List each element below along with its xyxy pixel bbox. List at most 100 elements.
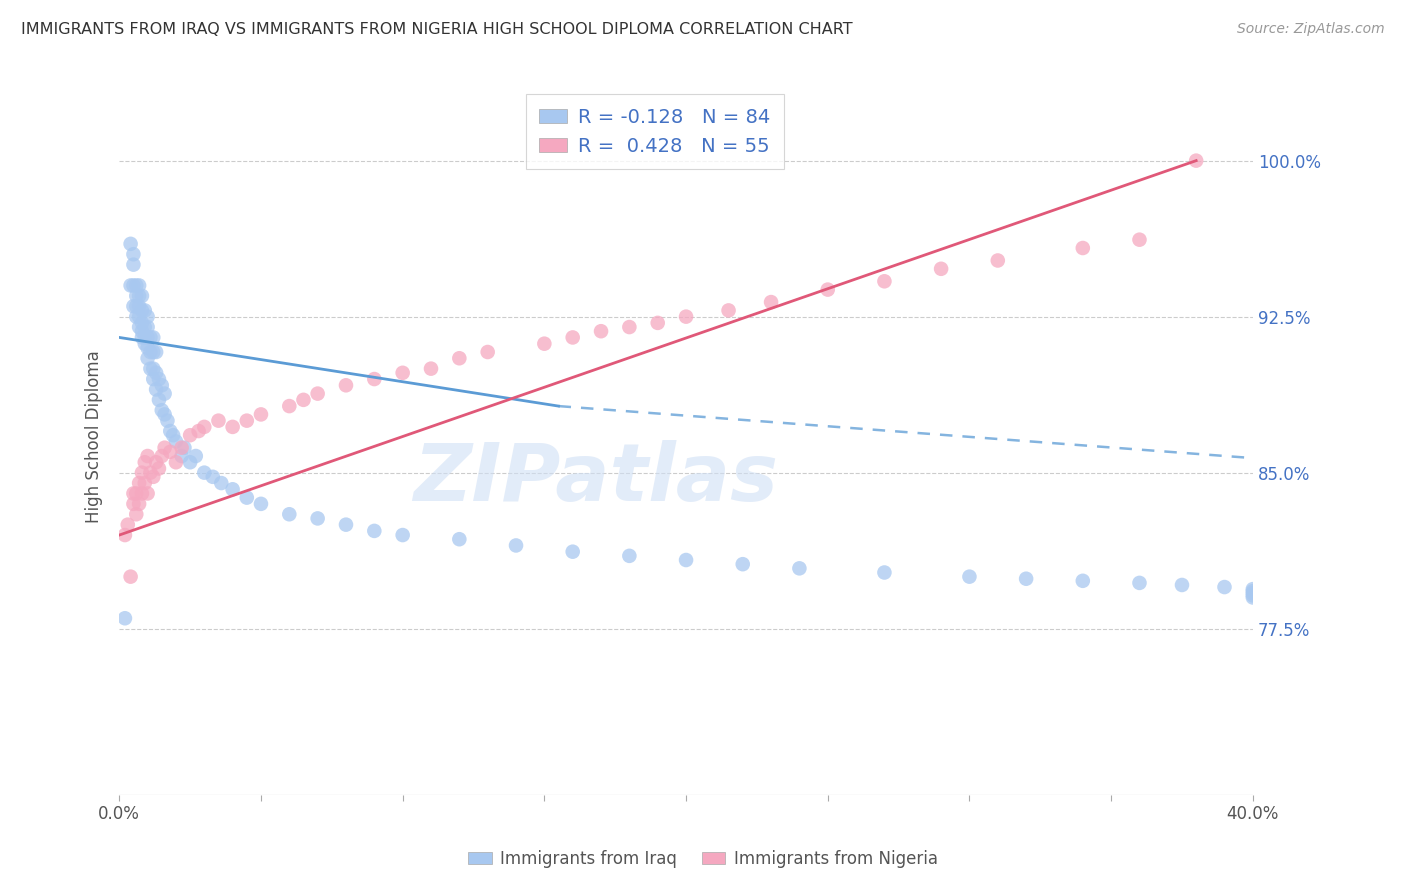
Point <box>533 336 555 351</box>
Point <box>363 524 385 538</box>
Legend: Immigrants from Iraq, Immigrants from Nigeria: Immigrants from Iraq, Immigrants from Ni… <box>461 844 945 875</box>
Point <box>150 403 173 417</box>
Point <box>122 486 145 500</box>
Point <box>125 508 148 522</box>
Point <box>136 310 159 324</box>
Point <box>1185 153 1208 168</box>
Point <box>363 372 385 386</box>
Point <box>136 449 159 463</box>
Point <box>145 366 167 380</box>
Point <box>1128 233 1150 247</box>
Point <box>142 361 165 376</box>
Point <box>142 470 165 484</box>
Point <box>150 449 173 463</box>
Point <box>122 258 145 272</box>
Point <box>307 511 329 525</box>
Point <box>759 295 782 310</box>
Point <box>122 247 145 261</box>
Point <box>134 336 156 351</box>
Point <box>449 533 471 547</box>
Point <box>193 466 215 480</box>
Point <box>134 476 156 491</box>
Point <box>142 345 165 359</box>
Point <box>145 383 167 397</box>
Point <box>120 236 142 251</box>
Point <box>184 449 207 463</box>
Point <box>136 351 159 366</box>
Point <box>959 569 981 583</box>
Point <box>207 414 229 428</box>
Point <box>120 278 142 293</box>
Point <box>1241 588 1264 602</box>
Point <box>179 455 201 469</box>
Point <box>114 611 136 625</box>
Point <box>477 345 499 359</box>
Point <box>136 320 159 334</box>
Point <box>136 330 159 344</box>
Point <box>561 330 583 344</box>
Legend: R = -0.128   N = 84, R =  0.428   N = 55: R = -0.128 N = 84, R = 0.428 N = 55 <box>526 95 785 169</box>
Point <box>122 278 145 293</box>
Point <box>193 420 215 434</box>
Point <box>675 553 697 567</box>
Point <box>156 414 179 428</box>
Point <box>131 466 153 480</box>
Point <box>139 466 162 480</box>
Point <box>125 289 148 303</box>
Point <box>505 538 527 552</box>
Point <box>250 408 273 422</box>
Point <box>159 424 181 438</box>
Point <box>150 378 173 392</box>
Point <box>136 486 159 500</box>
Point <box>125 278 148 293</box>
Point <box>142 372 165 386</box>
Point <box>929 261 952 276</box>
Point <box>139 330 162 344</box>
Point <box>1071 241 1094 255</box>
Point <box>731 557 754 571</box>
Point <box>125 310 148 324</box>
Point <box>1128 575 1150 590</box>
Point <box>159 445 181 459</box>
Point <box>117 517 139 532</box>
Point <box>817 283 839 297</box>
Point <box>165 434 187 449</box>
Point <box>128 320 150 334</box>
Point <box>153 441 176 455</box>
Point <box>134 320 156 334</box>
Point <box>139 345 162 359</box>
Point <box>1241 586 1264 600</box>
Point <box>1241 591 1264 605</box>
Point <box>589 324 612 338</box>
Point <box>114 528 136 542</box>
Point <box>250 497 273 511</box>
Point <box>987 253 1010 268</box>
Point <box>165 455 187 469</box>
Point <box>122 497 145 511</box>
Point <box>173 441 195 455</box>
Point <box>873 566 896 580</box>
Point <box>128 497 150 511</box>
Point <box>278 508 301 522</box>
Point <box>128 299 150 313</box>
Point <box>278 399 301 413</box>
Point <box>145 455 167 469</box>
Point <box>170 441 193 455</box>
Point <box>391 528 413 542</box>
Point <box>134 330 156 344</box>
Point <box>335 517 357 532</box>
Point <box>647 316 669 330</box>
Point <box>449 351 471 366</box>
Point <box>619 320 641 334</box>
Point <box>873 274 896 288</box>
Point <box>619 549 641 563</box>
Point <box>128 289 150 303</box>
Point <box>209 476 232 491</box>
Point <box>125 299 148 313</box>
Point <box>1071 574 1094 588</box>
Point <box>236 414 259 428</box>
Point <box>187 424 209 438</box>
Point <box>236 491 259 505</box>
Point <box>179 428 201 442</box>
Point <box>134 303 156 318</box>
